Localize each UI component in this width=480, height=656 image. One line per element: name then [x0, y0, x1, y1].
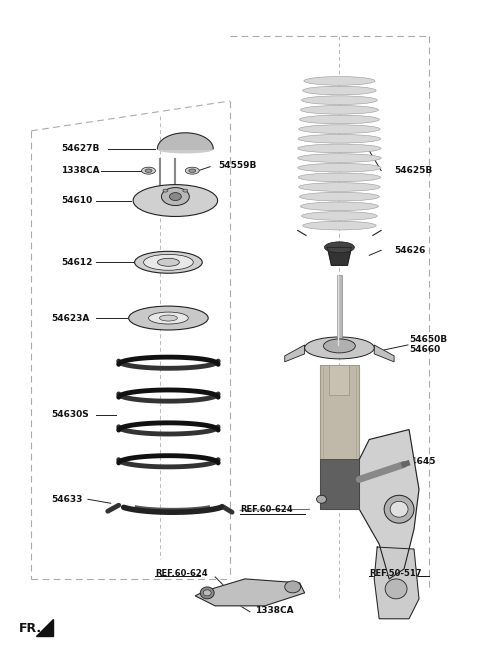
Ellipse shape — [157, 258, 180, 266]
Polygon shape — [36, 619, 53, 636]
Ellipse shape — [303, 221, 376, 230]
Text: 54627B: 54627B — [61, 144, 99, 154]
Ellipse shape — [305, 337, 374, 359]
Ellipse shape — [324, 242, 354, 253]
Text: 54645: 54645 — [404, 457, 435, 466]
Ellipse shape — [384, 495, 414, 523]
Ellipse shape — [183, 189, 188, 192]
Ellipse shape — [324, 339, 355, 353]
Ellipse shape — [298, 134, 381, 143]
Ellipse shape — [200, 587, 214, 599]
Polygon shape — [157, 133, 213, 149]
Ellipse shape — [390, 501, 408, 517]
Ellipse shape — [285, 581, 300, 593]
Ellipse shape — [299, 125, 380, 133]
Ellipse shape — [185, 167, 199, 174]
Text: 54630S: 54630S — [51, 410, 89, 419]
Text: REF.50-517: REF.50-517 — [369, 569, 422, 579]
Ellipse shape — [144, 255, 193, 270]
Ellipse shape — [301, 96, 377, 104]
Text: 54559B: 54559B — [218, 161, 256, 170]
Text: 54610: 54610 — [61, 196, 92, 205]
Ellipse shape — [300, 192, 379, 201]
Text: 54623A: 54623A — [51, 314, 89, 323]
Text: 1338CA: 1338CA — [255, 606, 294, 615]
Ellipse shape — [163, 189, 168, 192]
Polygon shape — [327, 247, 351, 265]
Text: 54660: 54660 — [409, 346, 440, 354]
Ellipse shape — [203, 590, 211, 596]
Ellipse shape — [300, 106, 378, 114]
Polygon shape — [195, 579, 305, 606]
Ellipse shape — [300, 202, 378, 211]
Text: 54633: 54633 — [51, 495, 83, 504]
Text: 54612: 54612 — [61, 258, 93, 267]
Ellipse shape — [303, 86, 376, 95]
Ellipse shape — [316, 495, 326, 503]
Polygon shape — [374, 345, 394, 362]
Ellipse shape — [142, 167, 156, 174]
Ellipse shape — [159, 315, 178, 321]
Ellipse shape — [148, 312, 188, 324]
Text: 54626: 54626 — [394, 246, 425, 255]
FancyBboxPatch shape — [320, 365, 360, 509]
Ellipse shape — [133, 184, 217, 216]
Text: REF.60-624: REF.60-624 — [156, 569, 208, 579]
Ellipse shape — [189, 169, 196, 173]
Ellipse shape — [298, 163, 381, 172]
Text: 1338CA: 1338CA — [61, 166, 100, 175]
Ellipse shape — [157, 145, 213, 153]
Ellipse shape — [300, 115, 379, 124]
Ellipse shape — [161, 188, 189, 205]
Polygon shape — [374, 547, 419, 619]
Ellipse shape — [301, 212, 377, 220]
FancyBboxPatch shape — [337, 276, 342, 345]
Text: 54625B: 54625B — [394, 166, 432, 175]
Ellipse shape — [298, 173, 381, 182]
Ellipse shape — [145, 169, 152, 173]
Ellipse shape — [129, 306, 208, 330]
Ellipse shape — [385, 579, 407, 599]
Polygon shape — [285, 345, 305, 362]
FancyBboxPatch shape — [329, 365, 349, 395]
Ellipse shape — [134, 251, 202, 274]
Text: 54650B: 54650B — [409, 335, 447, 344]
Polygon shape — [360, 430, 419, 579]
FancyBboxPatch shape — [320, 459, 360, 509]
Ellipse shape — [299, 182, 380, 192]
Text: FR.: FR. — [19, 623, 42, 635]
Ellipse shape — [304, 77, 375, 85]
Text: REF.60-624: REF.60-624 — [240, 504, 293, 514]
Ellipse shape — [169, 193, 181, 201]
Ellipse shape — [298, 154, 381, 163]
Ellipse shape — [298, 144, 381, 153]
